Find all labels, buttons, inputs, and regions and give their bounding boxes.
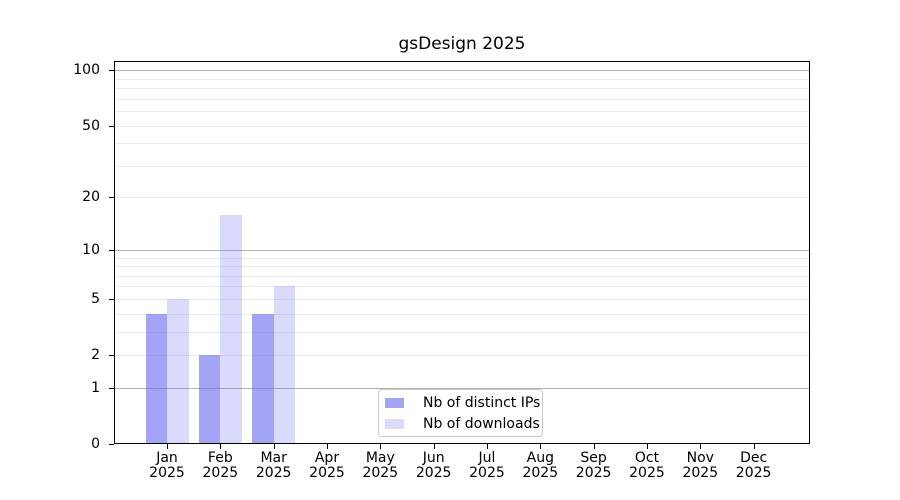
gridline-minor [115, 111, 809, 112]
legend: Nb of distinct IPs Nb of downloads [378, 389, 543, 437]
bar-downloads [167, 298, 189, 443]
y-axis-tick [109, 299, 114, 300]
y-axis-tick-label: 50 [82, 118, 100, 134]
y-axis-tick-label: 2 [91, 347, 100, 363]
chart-title: gsDesign 2025 [398, 34, 526, 54]
legend-label-downloads: Nb of downloads [423, 415, 540, 432]
x-axis-tick-label-line: Jun [422, 450, 445, 466]
gridline-minor [115, 276, 809, 277]
bar-downloads [273, 286, 296, 443]
gridline-minor [115, 266, 809, 267]
x-axis-tick-label-line: 2025 [362, 465, 399, 481]
x-axis-tick-label-line: Sep [580, 450, 607, 466]
x-axis-tick [380, 444, 381, 449]
x-axis-tick-label-line: 2025 [575, 465, 612, 481]
gridline-minor [115, 79, 809, 80]
x-axis-tick-label-line: 2025 [309, 465, 345, 481]
gridline-minor [115, 126, 809, 127]
gridline-major [115, 250, 809, 251]
gridline-minor [115, 299, 809, 300]
gridline-minor [115, 143, 809, 144]
y-axis-tick-label: 0 [91, 436, 100, 452]
bar-distinct-ips [145, 313, 167, 443]
y-axis-tick-label: 20 [82, 189, 100, 205]
x-axis-tick [647, 444, 648, 449]
legend-swatch-downloads-icon [385, 418, 404, 429]
x-axis-tick-label-line: Feb [207, 450, 233, 466]
legend-swatch-distinct-ips-icon [385, 397, 404, 408]
y-axis-tick [109, 126, 114, 127]
x-axis-tick-label-line: 2025 [415, 465, 452, 481]
x-axis-tick-label: Apr 2025 [295, 451, 359, 481]
legend-item-downloads: Nb of downloads [385, 413, 542, 434]
gridline-minor [115, 355, 809, 356]
x-axis-tick-label-line: 2025 [629, 465, 665, 481]
gridline-minor [115, 258, 809, 259]
x-axis-tick [700, 444, 701, 449]
y-axis-tick [109, 444, 114, 445]
x-axis-tick [327, 444, 328, 449]
y-axis-tick [109, 388, 114, 389]
bar-downloads [220, 214, 242, 443]
gridline-minor [115, 88, 809, 89]
x-axis-tick [220, 444, 221, 449]
gridline-minor [115, 166, 809, 167]
gridline-minor [115, 332, 809, 333]
x-axis-tick-label-line: 2025 [735, 465, 772, 481]
x-axis-tick-label-line: Dec [740, 450, 768, 466]
gridline-minor [115, 99, 809, 100]
x-axis-tick [434, 444, 435, 449]
legend-label-distinct-ips: Nb of distinct IPs [423, 394, 541, 411]
y-axis-tick [109, 197, 114, 198]
axis-box [114, 61, 810, 444]
x-axis-tick-label-line: Jul [478, 450, 496, 466]
x-axis-tick-label: Oct 2025 [615, 451, 679, 481]
x-axis-tick-label-line: 2025 [202, 465, 239, 481]
x-axis-tick-label: Sep 2025 [562, 451, 626, 481]
x-axis-tick-label-line: Jan [156, 450, 178, 466]
x-axis-tick-label-line: 2025 [682, 465, 719, 481]
x-axis-tick-label-line: Nov [686, 450, 714, 466]
y-axis-tick-label: 10 [82, 242, 100, 258]
x-axis-tick-label-line: Aug [526, 450, 554, 466]
legend-item-distinct-ips: Nb of distinct IPs [385, 392, 542, 413]
x-axis-tick [167, 444, 168, 449]
x-axis-tick-label: Feb 2025 [188, 451, 252, 481]
x-axis-tick-label: Jun 2025 [402, 451, 466, 481]
y-axis-tick [109, 355, 114, 356]
x-axis-tick-label: Jul 2025 [455, 451, 519, 481]
x-axis-tick-label: Aug 2025 [508, 451, 572, 481]
x-axis-tick [754, 444, 755, 449]
x-axis-tick-label-line: Mar [260, 450, 287, 466]
gridline-major [115, 388, 809, 389]
x-axis-tick-label-line: May [365, 450, 395, 466]
gridline-minor [115, 314, 809, 315]
y-axis-tick [109, 250, 114, 251]
x-axis-tick-label: Nov 2025 [668, 451, 732, 481]
x-axis-tick-label: Jan 2025 [135, 451, 199, 481]
x-axis-tick [487, 444, 488, 449]
x-axis-tick [594, 444, 595, 449]
y-axis-tick-label: 1 [91, 380, 100, 396]
x-axis-tick-label: Dec 2025 [722, 451, 786, 481]
bar-distinct-ips [252, 313, 274, 443]
x-axis-tick [540, 444, 541, 449]
gridline-minor [115, 197, 809, 198]
gridline-major [115, 70, 809, 71]
x-axis-tick-label: Mar 2025 [242, 451, 306, 481]
x-axis-tick-label-line: 2025 [469, 465, 505, 481]
x-axis-tick-label-line: Apr [314, 450, 340, 466]
bar-distinct-ips [198, 355, 221, 443]
y-axis-tick-label: 100 [73, 62, 100, 78]
x-axis-tick-label: May 2025 [348, 451, 412, 481]
y-axis-tick [109, 70, 114, 71]
y-axis-tick-label: 5 [91, 291, 100, 307]
x-axis-tick-label-line: 2025 [255, 465, 292, 481]
x-axis-tick-label-line: Oct [634, 450, 660, 466]
gridline-minor [115, 286, 809, 287]
x-axis-tick [274, 444, 275, 449]
x-axis-tick-label-line: 2025 [149, 465, 185, 481]
x-axis-tick-label-line: 2025 [522, 465, 559, 481]
